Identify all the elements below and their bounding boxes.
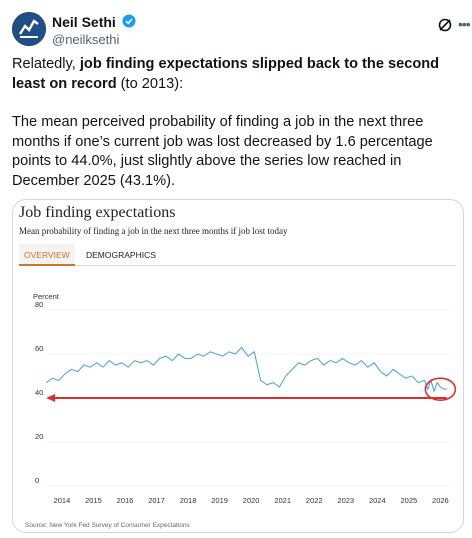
x-tick-label: 2023 — [337, 496, 354, 505]
verified-badge-icon — [122, 14, 136, 28]
tab-overview[interactable]: OVERVIEW — [19, 244, 75, 266]
chart-plot: 0 20 40 60 80 2014 2015 2016 2017 2018 2019 2020 202… — [35, 300, 457, 505]
avatar[interactable] — [12, 12, 46, 46]
chart-subtitle: Mean probability of finding a job in the… — [19, 226, 288, 236]
tweet-text: Relatedly, job finding expectations slip… — [12, 55, 462, 210]
x-tick-label: 2017 — [148, 496, 165, 505]
x-tick-label: 2015 — [85, 496, 102, 505]
author-name[interactable]: Neil Sethi — [52, 14, 116, 30]
x-tick-label: 2014 — [54, 496, 71, 505]
y-tick-label: 40 — [35, 388, 43, 397]
annotation-circle — [424, 377, 457, 401]
tweet-media-image[interactable]: Job finding expectations Mean probabilit… — [12, 199, 464, 533]
x-tick-label: 2022 — [306, 496, 323, 505]
x-tick-label: 2026 — [432, 496, 449, 505]
chart-tabs: OVERVIEW DEMOGRAPHICS — [19, 244, 456, 266]
x-tick-label: 2019 — [211, 496, 228, 505]
author-handle[interactable]: @neilksethi — [52, 32, 120, 47]
y-tick-label: 20 — [35, 432, 43, 441]
y-tick-label: 80 — [35, 300, 43, 309]
grok-icon[interactable] — [436, 16, 454, 34]
x-tick-label: 2021 — [274, 496, 291, 505]
tweet-paragraph-2: The mean perceived probability of findin… — [12, 114, 433, 189]
chart-title: Job finding expectations — [19, 204, 176, 221]
tab-demographics[interactable]: DEMOGRAPHICS — [86, 250, 156, 260]
more-options-icon[interactable]: ••• — [458, 16, 471, 32]
x-tick-label: 2020 — [243, 496, 260, 505]
series-line — [45, 346, 447, 393]
annotation-arrowhead — [46, 394, 56, 402]
x-tick-label: 2018 — [180, 496, 197, 505]
x-tick-label: 2025 — [401, 496, 418, 505]
x-tick-label: 2016 — [117, 496, 134, 505]
tweet-paragraph-1: Relatedly, job finding expectations slip… — [12, 56, 440, 92]
y-tick-label: 60 — [35, 344, 43, 353]
y-axis-unit-label: Percent — [33, 292, 59, 301]
y-tick-label: 0 — [35, 476, 39, 485]
tweet-header: Neil Sethi @neilksethi ••• — [12, 10, 471, 47]
chart-source: Source: New York Fed Survey of Consumer … — [25, 522, 190, 529]
x-tick-label: 2024 — [369, 496, 386, 505]
